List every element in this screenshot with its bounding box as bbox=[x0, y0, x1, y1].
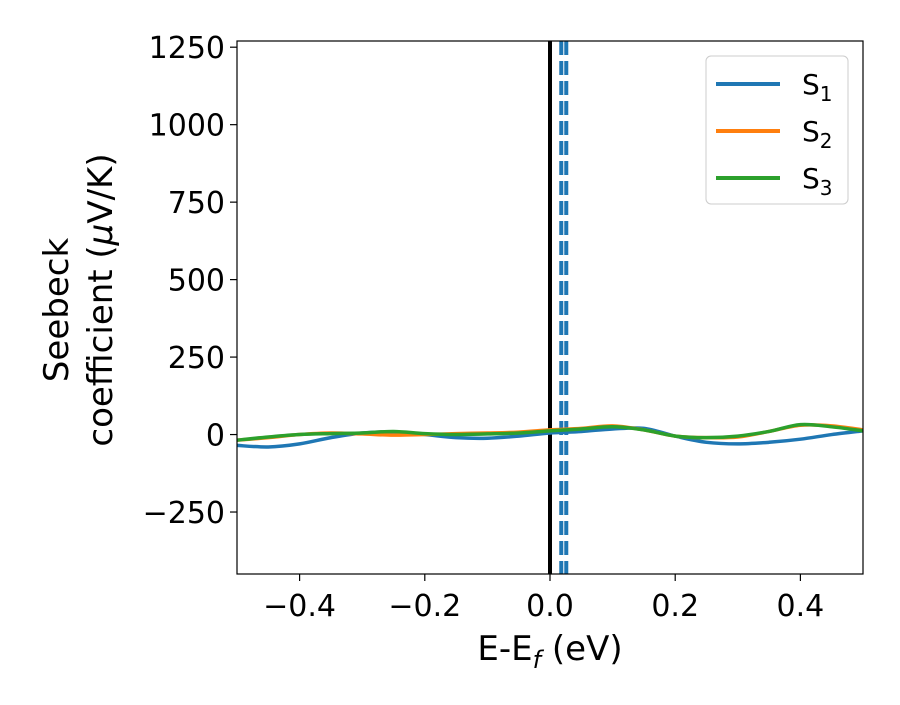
y-tick-label: 1000 bbox=[149, 109, 225, 144]
y-tick-label: 1250 bbox=[149, 31, 225, 66]
y-axis: −250 0 250 500 750 1000 1250 bbox=[143, 31, 237, 531]
y-tick-label: 0 bbox=[206, 419, 225, 454]
x-axis-title-main: E-E bbox=[477, 629, 532, 669]
x-tick-label: 0.4 bbox=[777, 589, 825, 624]
y-axis-title-line1: Seebeck bbox=[37, 238, 77, 383]
legend: S1 S2 S3 bbox=[705, 55, 849, 205]
series-line-s3 bbox=[237, 422, 863, 442]
y-axis-title-mu: μ bbox=[81, 224, 121, 247]
y-axis-title-line2-tail: V/K) bbox=[81, 153, 121, 223]
series-line-s1 bbox=[237, 426, 863, 449]
x-tick-label: −0.2 bbox=[388, 589, 461, 624]
x-tick-label: 0.2 bbox=[651, 589, 699, 624]
y-axis-title-line2-head: coefficient ( bbox=[81, 245, 121, 446]
y-axis-title: Seebeck coefficient (μV/K) bbox=[37, 153, 121, 446]
x-tick-label: −0.4 bbox=[263, 589, 336, 624]
y-tick-label: −250 bbox=[143, 496, 225, 531]
y-axis-title-line2: coefficient (μV/K) bbox=[81, 153, 121, 446]
legend-label-s3: S3 bbox=[802, 162, 833, 200]
y-tick-label: 500 bbox=[168, 264, 225, 299]
y-tick-label: 250 bbox=[168, 341, 225, 376]
legend-label-s1: S1 bbox=[802, 68, 833, 106]
x-axis-title: E-Ef (eV) bbox=[477, 629, 622, 674]
y-tick-label: 750 bbox=[168, 186, 225, 221]
x-tick-label: 0.0 bbox=[526, 589, 574, 624]
legend-label-s2: S2 bbox=[802, 115, 833, 153]
x-axis-title-tail: (eV) bbox=[541, 629, 623, 669]
plot-area bbox=[237, 41, 863, 574]
x-axis: −0.4 −0.2 0.0 0.2 0.4 bbox=[263, 574, 824, 624]
